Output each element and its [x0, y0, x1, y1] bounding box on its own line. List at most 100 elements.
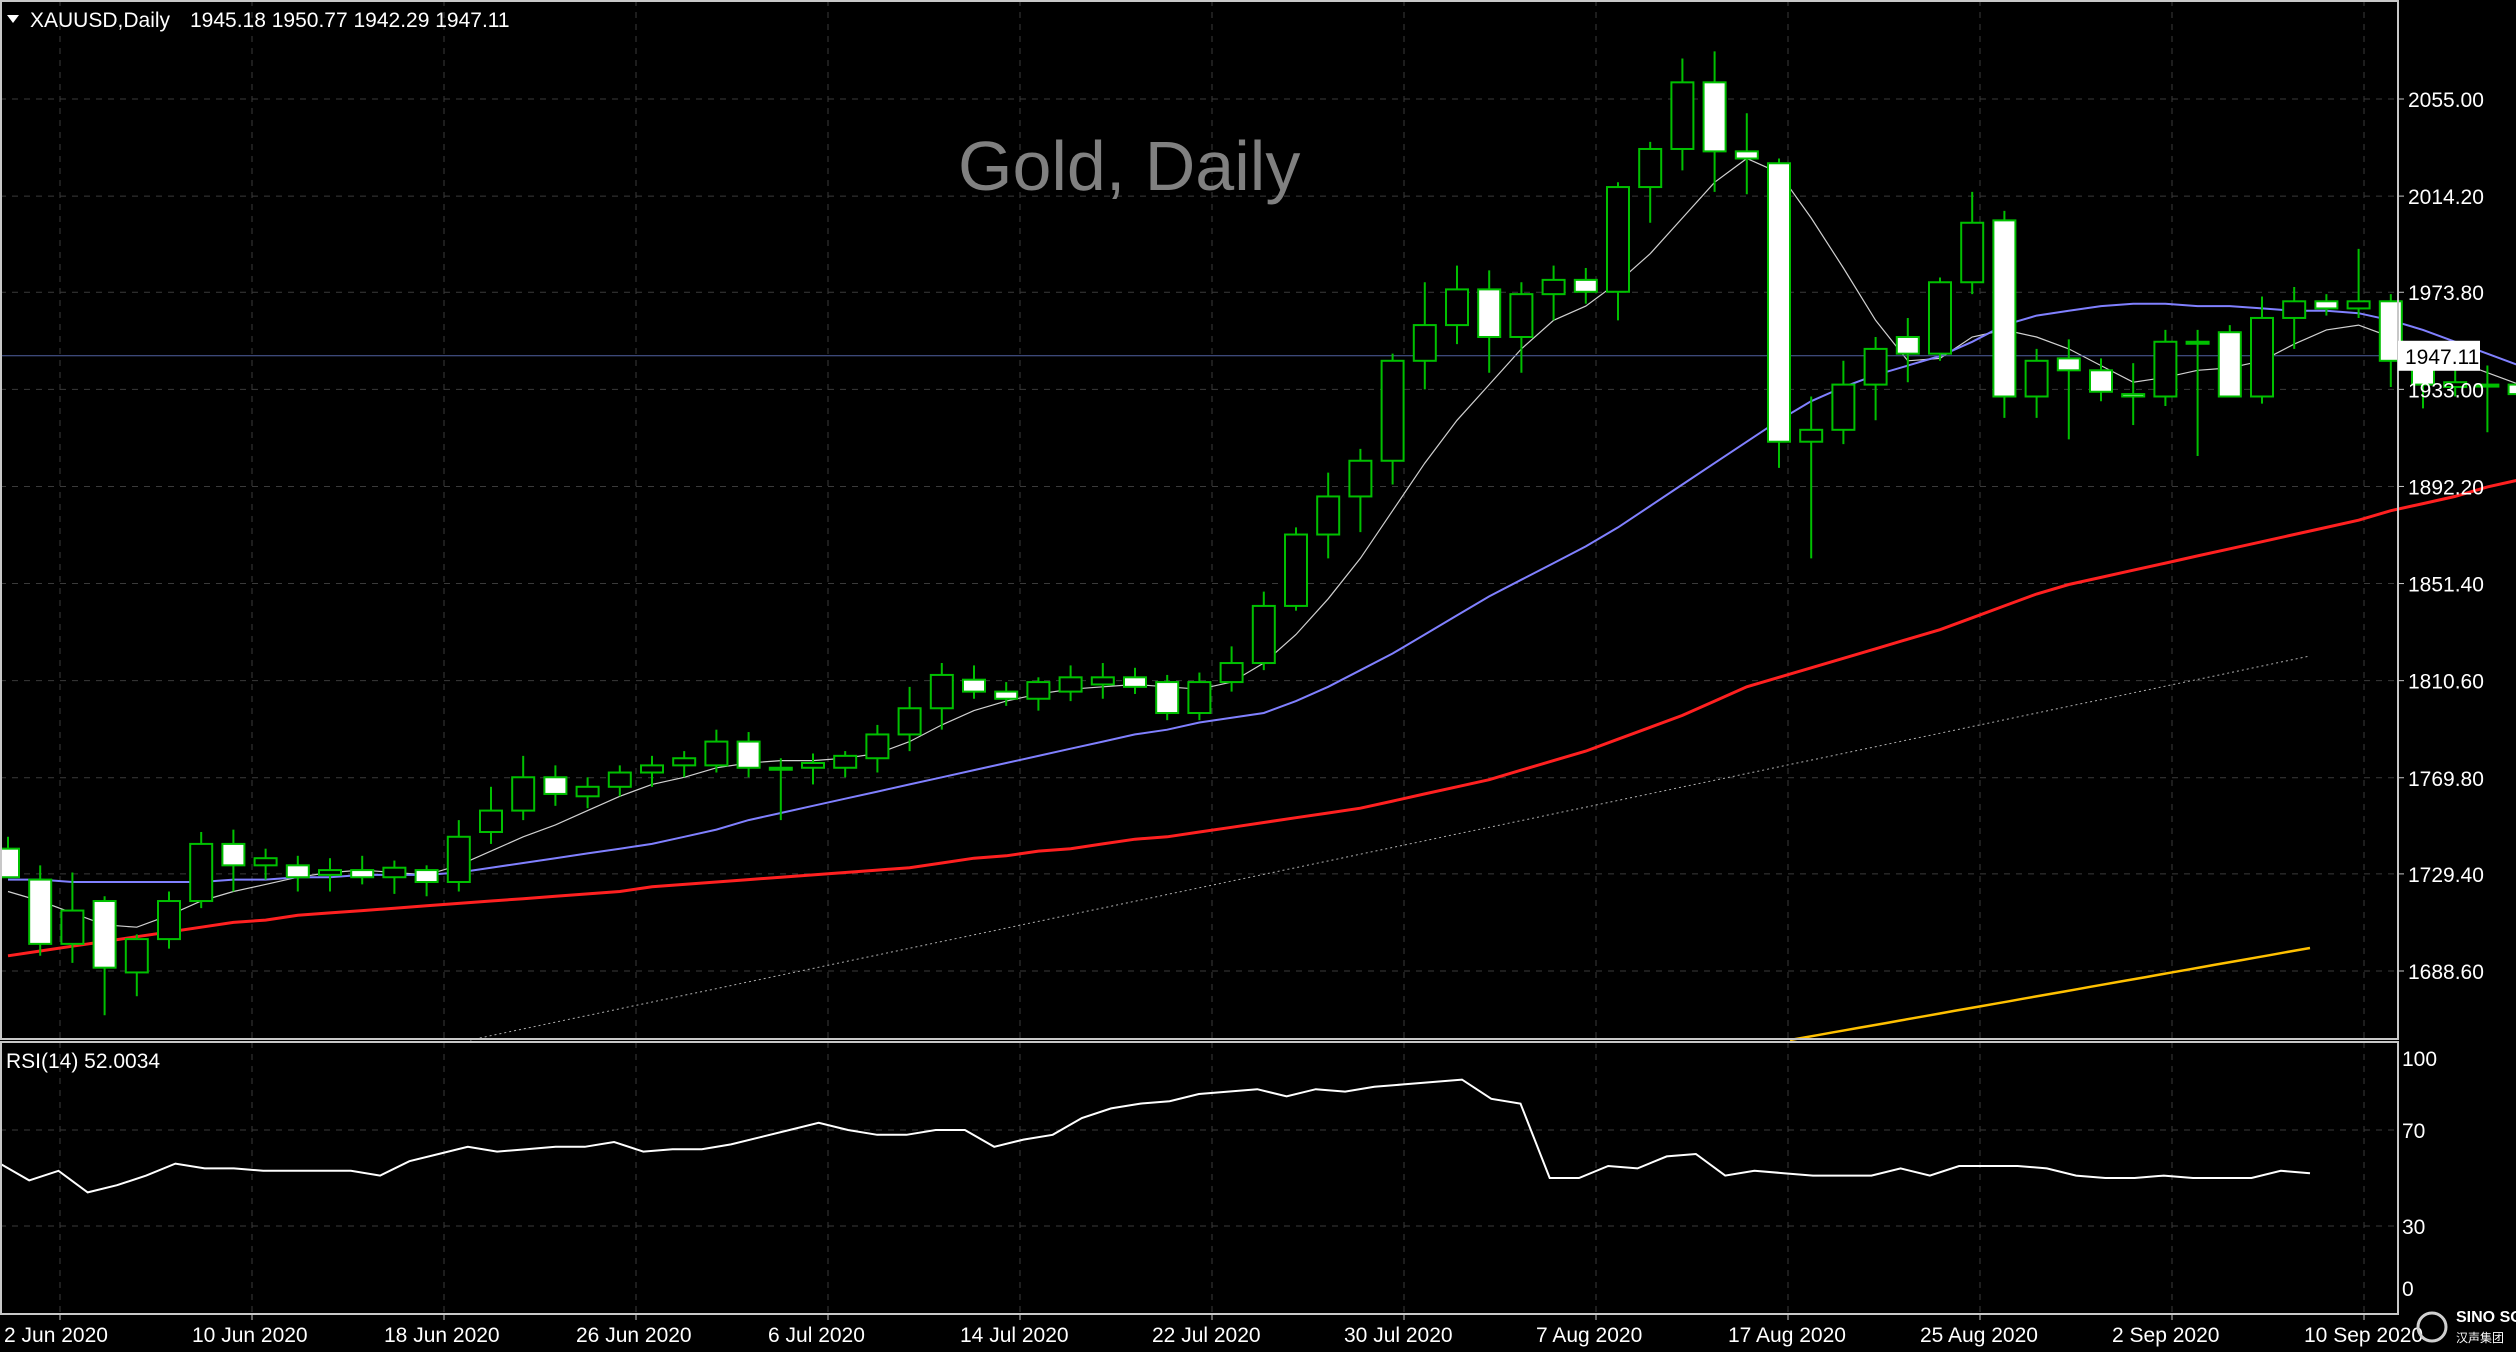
time-tick-label: 26 Jun 2020	[576, 1324, 692, 1347]
candle	[479, 786, 503, 844]
candle	[414, 865, 439, 897]
candle	[865, 724, 890, 773]
candle	[1284, 527, 1308, 611]
candle-body-bull	[1219, 662, 1244, 684]
price-tick-label: 1892.20	[2408, 476, 2484, 499]
candle	[1348, 448, 1373, 533]
time-tick-label: 18 Jun 2020	[384, 1324, 500, 1347]
candle-body-bull	[801, 761, 825, 769]
time-tick-label: 22 Jul 2020	[1152, 1324, 1261, 1347]
candle	[253, 848, 278, 880]
moving-average-ma-slow	[7, 479, 2516, 958]
candle	[2507, 383, 2516, 396]
candle-body-bull	[511, 776, 536, 812]
price-axis: 2055.00 2014.20 1973.80 1933.00 1892.20 1851.…	[2398, 89, 2484, 984]
candle-body-bear	[2056, 357, 2081, 372]
candle	[2153, 329, 2178, 407]
candle	[382, 860, 407, 894]
candle	[1895, 317, 1920, 383]
candle	[1767, 158, 1791, 468]
candle-body-bull	[60, 909, 85, 945]
logo-text: SINO SOUND	[2456, 1309, 2516, 1326]
price-tick-label: 1688.60	[2408, 961, 2484, 984]
candle	[768, 758, 793, 821]
candle	[962, 665, 986, 699]
candle-body-bull	[2443, 381, 2468, 388]
candle	[2056, 339, 2081, 440]
time-tick-label: 30 Jul 2020	[1344, 1324, 1453, 1347]
candle-body-bear	[350, 869, 375, 879]
current-price-value: 1947.11	[2405, 346, 2479, 369]
candle-body-bull	[2024, 359, 2049, 398]
candle-body-bear	[543, 776, 568, 795]
time-tick-label: 7 Aug 2020	[1536, 1324, 1642, 1347]
candle	[1412, 282, 1437, 390]
candle-body-bull	[897, 707, 922, 736]
candle	[60, 872, 85, 963]
candle	[672, 751, 697, 778]
logo-ring-icon	[2416, 1311, 2448, 1343]
candle-body-bull	[189, 842, 214, 903]
candle-body-bull	[575, 785, 600, 798]
candle	[1606, 182, 1630, 321]
candle	[1960, 191, 1985, 295]
candle-body-bull	[1316, 495, 1341, 536]
candle	[2282, 287, 2307, 349]
time-tick-label: 10 Sep 2020	[2304, 1324, 2423, 1347]
candle-body-bull	[2282, 300, 2307, 319]
candle	[285, 855, 310, 892]
candle	[28, 865, 53, 956]
candle-body-bull	[1251, 604, 1276, 665]
candle-body-bull	[2250, 316, 2274, 398]
main-panel-frame	[0, 0, 2399, 1040]
candle	[92, 896, 117, 1016]
candle	[2121, 363, 2146, 426]
candle	[929, 663, 954, 730]
candle	[1380, 353, 1405, 485]
rsi-line	[0, 1078, 2311, 1194]
candle-body-bull	[2346, 300, 2371, 310]
rsi-panel-frame	[0, 1041, 2399, 1315]
moving-average-ma-long	[469, 655, 2311, 1041]
candle	[1090, 663, 1115, 699]
candle-body-bear	[2121, 393, 2146, 398]
candle	[446, 820, 471, 892]
candle	[897, 686, 922, 752]
candle-body-bull	[1412, 324, 1437, 362]
candle-body-bear	[1767, 162, 1791, 443]
time-tick-label: 10 Jun 2020	[192, 1324, 308, 1347]
candle	[511, 755, 536, 821]
candle	[1187, 672, 1212, 721]
candle	[2346, 248, 2371, 318]
candle-body-bull	[833, 754, 858, 769]
candle-body-bull	[1831, 383, 1856, 431]
menu-triangle-icon[interactable]	[7, 15, 19, 23]
logo-subtext: 汉声集团	[2456, 1330, 2504, 1345]
candle	[1219, 646, 1244, 692]
candle	[1123, 667, 1147, 694]
candle	[0, 836, 20, 879]
candle	[124, 934, 149, 997]
candle	[833, 751, 858, 778]
time-tick-label: 2 Sep 2020	[2112, 1324, 2219, 1347]
candle	[157, 891, 181, 949]
candle-body-bear	[736, 740, 761, 769]
candle-body-bear	[2089, 369, 2113, 393]
candle	[1928, 277, 1952, 361]
candle	[1863, 336, 1888, 421]
candle-body-bull	[1928, 281, 1952, 355]
candle-body-bull	[382, 866, 407, 879]
candle	[1026, 677, 1051, 711]
candle-body-bear	[285, 864, 310, 879]
candle-body-bear	[962, 678, 986, 693]
price-tick-label: 1851.40	[2408, 574, 2484, 597]
candle	[1316, 472, 1341, 559]
candle	[1541, 265, 1566, 321]
candle	[350, 855, 375, 885]
candle-body-bull	[2475, 383, 2500, 388]
candle	[1799, 396, 1824, 559]
candle	[1445, 265, 1469, 345]
candle-body-bull	[768, 766, 793, 771]
candle-body-bear	[1992, 219, 2017, 398]
